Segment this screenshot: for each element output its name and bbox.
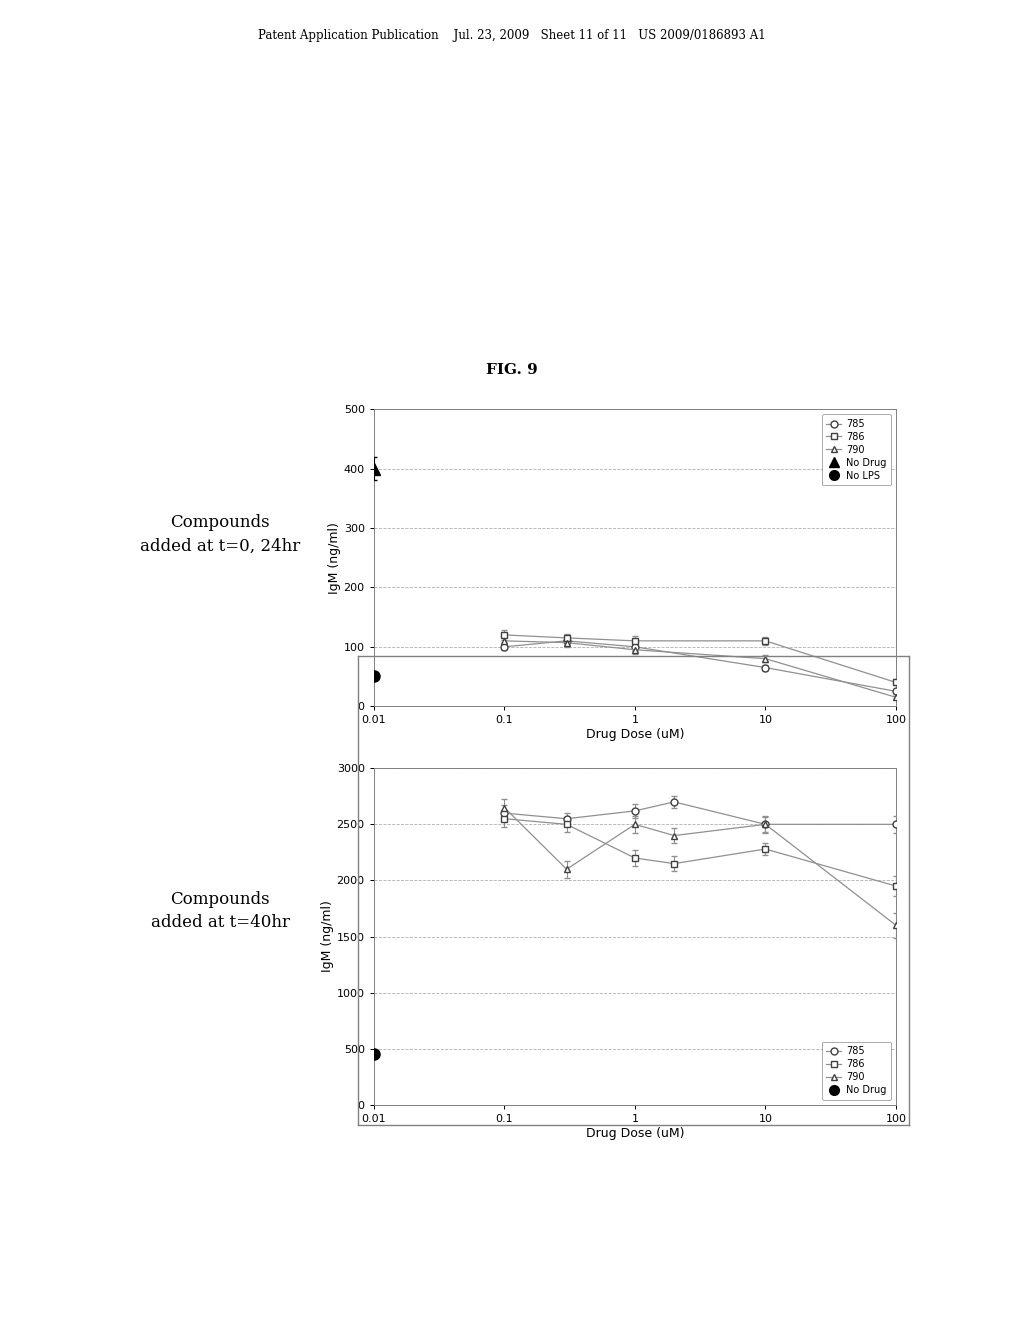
X-axis label: Drug Dose (uM): Drug Dose (uM): [586, 1127, 684, 1139]
Text: Patent Application Publication    Jul. 23, 2009   Sheet 11 of 11   US 2009/01868: Patent Application Publication Jul. 23, …: [258, 29, 766, 42]
Text: Compounds
added at t=0, 24hr: Compounds added at t=0, 24hr: [140, 515, 300, 554]
Legend: 785, 786, 790, No Drug: 785, 786, 790, No Drug: [821, 1041, 891, 1100]
X-axis label: Drug Dose (uM): Drug Dose (uM): [586, 729, 684, 741]
Text: Compounds
added at t=40hr: Compounds added at t=40hr: [151, 891, 290, 931]
Text: FIG. 9: FIG. 9: [486, 363, 538, 376]
Y-axis label: IgM (ng/ml): IgM (ng/ml): [321, 900, 334, 973]
Legend: 785, 786, 790, No Drug, No LPS: 785, 786, 790, No Drug, No LPS: [821, 414, 891, 486]
Y-axis label: IgM (ng/ml): IgM (ng/ml): [328, 521, 341, 594]
